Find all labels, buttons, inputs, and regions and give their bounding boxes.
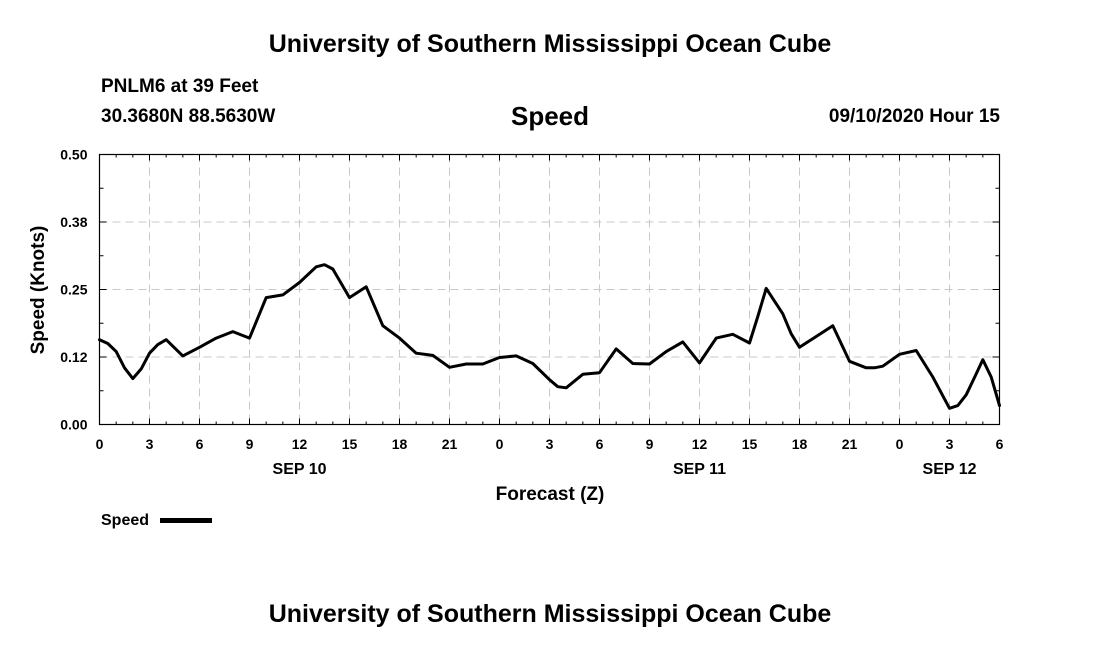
- grid: [99, 154, 1000, 425]
- y-tick-label: 0.12: [60, 349, 87, 365]
- footer-title: University of Southern Mississippi Ocean…: [268, 600, 832, 628]
- x-tick-label: 12: [292, 436, 308, 452]
- series-layer: [98, 263, 1001, 410]
- y-tick-label: 0.25: [60, 282, 87, 298]
- date-label: SEP 12: [923, 461, 977, 478]
- x-tick-label: 21: [442, 436, 458, 452]
- x-tick-label: 18: [792, 436, 808, 452]
- station-label: PNLM6 at 39 Feet: [101, 76, 259, 97]
- date-label: SEP 10: [273, 461, 327, 478]
- x-tick-label: 9: [646, 436, 654, 452]
- legend-label: Speed: [101, 512, 149, 529]
- series-line-speed: [98, 263, 1001, 410]
- date-label: SEP 11: [673, 461, 726, 478]
- x-tick-label: 6: [196, 436, 204, 452]
- x-tick-label: 6: [596, 436, 604, 452]
- x-tick-label: 0: [896, 436, 904, 452]
- station-coordinates: 30.3680N 88.5630W: [101, 106, 276, 127]
- y-axis-title: Speed (Knots): [28, 226, 49, 355]
- x-tick-label: 6: [996, 436, 1004, 452]
- x-tick-label: 9: [246, 436, 254, 452]
- x-tick-label: 3: [546, 436, 554, 452]
- x-tick-label: 0: [496, 436, 504, 452]
- x-tick-label: 15: [342, 436, 358, 452]
- y-tick-label: 0.38: [60, 214, 87, 230]
- x-tick-label: 0: [96, 436, 104, 452]
- axis-ticks: [99, 154, 1000, 425]
- forecast-timestamp: 09/10/2020 Hour 15: [828, 106, 1000, 127]
- x-tick-label: 3: [146, 436, 154, 452]
- tick-labels: 0 3 6 9 12 15 18 21 0 3 6 9 12 15 18 21 0 3 6 SEP 10 SEP 11 S…: [60, 147, 1003, 479]
- x-tick-label: 12: [692, 436, 708, 452]
- x-tick-label: 21: [842, 436, 858, 452]
- x-axis-title: Forecast (Z): [496, 484, 605, 505]
- x-tick-label: 18: [392, 436, 408, 452]
- chart-title: Speed: [510, 101, 590, 131]
- y-tick-label: 0.00: [60, 417, 87, 433]
- x-tick-label: 3: [946, 436, 954, 452]
- page-title: University of Southern Mississippi Ocean…: [268, 30, 832, 58]
- y-tick-label: 0.50: [60, 147, 87, 163]
- x-tick-label: 15: [742, 436, 758, 452]
